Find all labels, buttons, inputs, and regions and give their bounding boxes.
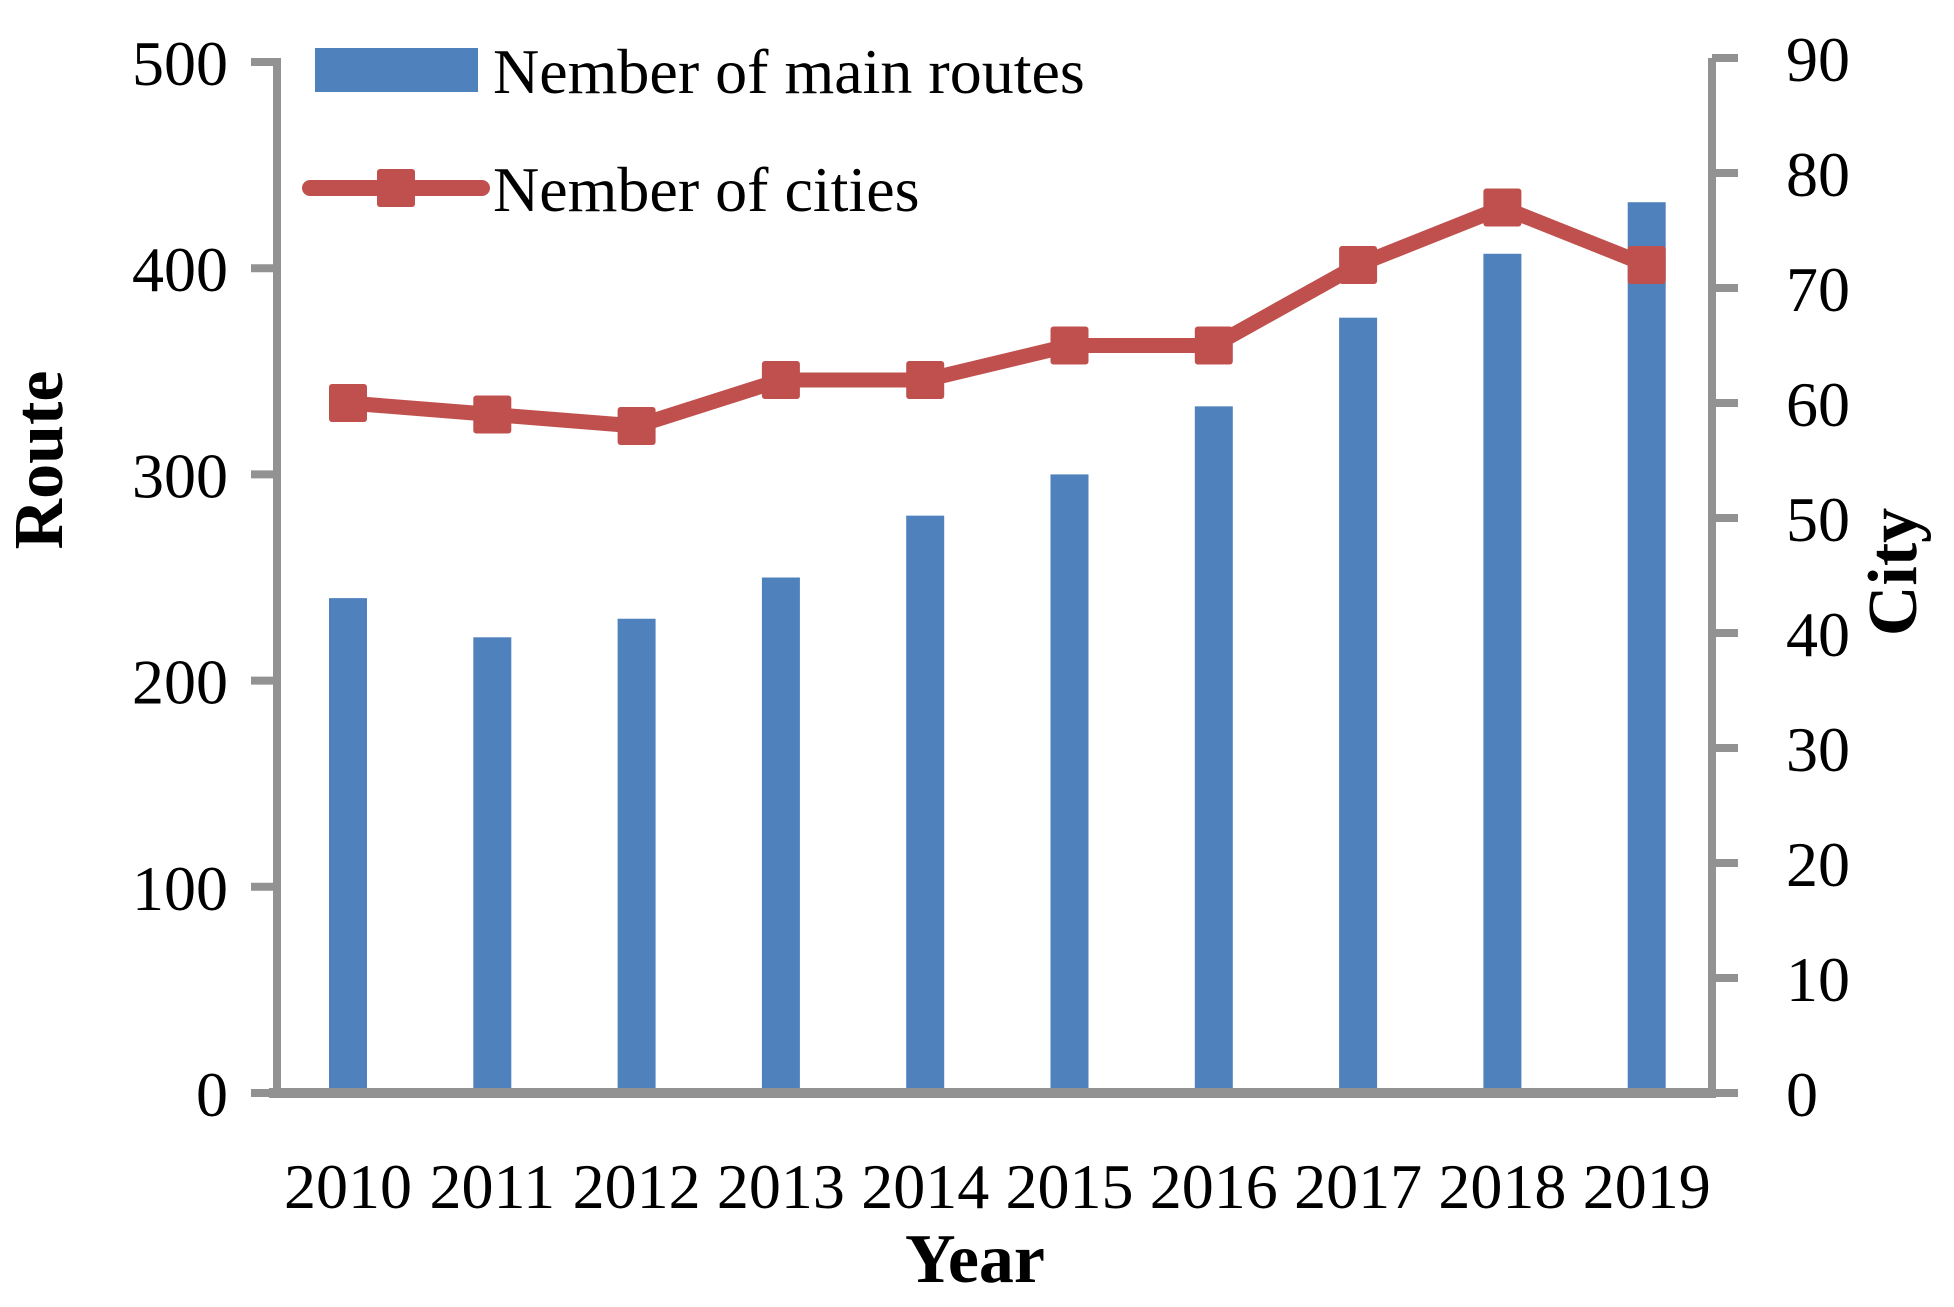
legend-line-label: Nember of cities: [493, 154, 920, 225]
cities-marker-2012: [617, 407, 656, 445]
left-tick-label-0: 0: [196, 1059, 228, 1130]
bar-2017: [1339, 317, 1378, 1093]
right-tick-label-50: 50: [1786, 484, 1850, 555]
right-tick-label-40: 40: [1786, 599, 1850, 670]
tick-labels-layer: 0 100 200 300 400 500 0 10 20 30 40 50 60 70 80 90: [132, 24, 1850, 1130]
right-tick-label-80: 80: [1786, 139, 1850, 210]
cities-marker-2017: [1339, 246, 1378, 284]
bar-2018: [1483, 253, 1522, 1094]
legend: Nember of main routes Nember of cities: [302, 36, 1085, 225]
x-labels-layer: 2010 2011 2012 2013 2014 2015 2016 2017 2018 2019: [284, 1151, 1711, 1222]
left-tick-label-100: 100: [132, 853, 228, 924]
x-label-2015: 2015: [1006, 1151, 1134, 1222]
left-tick-label-200: 200: [132, 647, 228, 718]
right-tick-label-0: 0: [1786, 1059, 1818, 1130]
legend-bar-label: Nember of main routes: [493, 36, 1085, 107]
cities-marker-2013: [761, 361, 800, 399]
x-label-2016: 2016: [1150, 1151, 1278, 1222]
x-label-2010: 2010: [284, 1151, 412, 1222]
legend-line-marker: [377, 169, 415, 207]
right-tick-label-20: 20: [1786, 829, 1850, 900]
right-axis-title: City: [1855, 508, 1932, 636]
right-tick-label-90: 90: [1786, 24, 1850, 95]
bar-2011: [473, 637, 512, 1093]
cities-marker-2015: [1050, 326, 1089, 365]
left-tick-label-500: 500: [132, 28, 228, 99]
bar-2013: [761, 577, 800, 1093]
cities-marker-2011: [473, 395, 512, 434]
x-label-2013: 2013: [717, 1151, 845, 1222]
line-series-layer: [329, 188, 1666, 445]
bar-2012: [617, 618, 656, 1093]
cities-marker-2016: [1194, 326, 1233, 365]
bar-2015: [1050, 474, 1089, 1093]
right-tick-label-60: 60: [1786, 369, 1850, 440]
x-label-2012: 2012: [573, 1151, 701, 1222]
cities-marker-2019: [1627, 246, 1666, 284]
x-label-2017: 2017: [1294, 1151, 1422, 1222]
legend-bar-swatch: [315, 48, 478, 92]
right-tick-label-70: 70: [1786, 254, 1850, 325]
bar-2014: [906, 515, 945, 1093]
bar-2016: [1194, 406, 1233, 1093]
x-label-2014: 2014: [861, 1151, 989, 1222]
axes-layer: [251, 54, 1738, 1098]
x-label-2018: 2018: [1438, 1151, 1566, 1222]
x-axis-title: Year: [905, 1221, 1045, 1298]
x-label-2011: 2011: [429, 1151, 555, 1222]
right-tick-label-30: 30: [1786, 714, 1850, 785]
cities-marker-2014: [906, 361, 945, 399]
cities-marker-2010: [329, 384, 367, 422]
bars-layer: [329, 202, 1666, 1094]
left-axis-title: Route: [1, 371, 78, 550]
left-tick-label-400: 400: [132, 234, 228, 305]
bar-2010: [329, 598, 367, 1093]
left-tick-label-300: 300: [132, 440, 228, 511]
cities-marker-2018: [1483, 188, 1522, 227]
bar-2019: [1627, 202, 1666, 1093]
cities-line: [347, 199, 1650, 434]
right-tick-label-10: 10: [1786, 944, 1850, 1015]
x-label-2019: 2019: [1583, 1151, 1711, 1222]
